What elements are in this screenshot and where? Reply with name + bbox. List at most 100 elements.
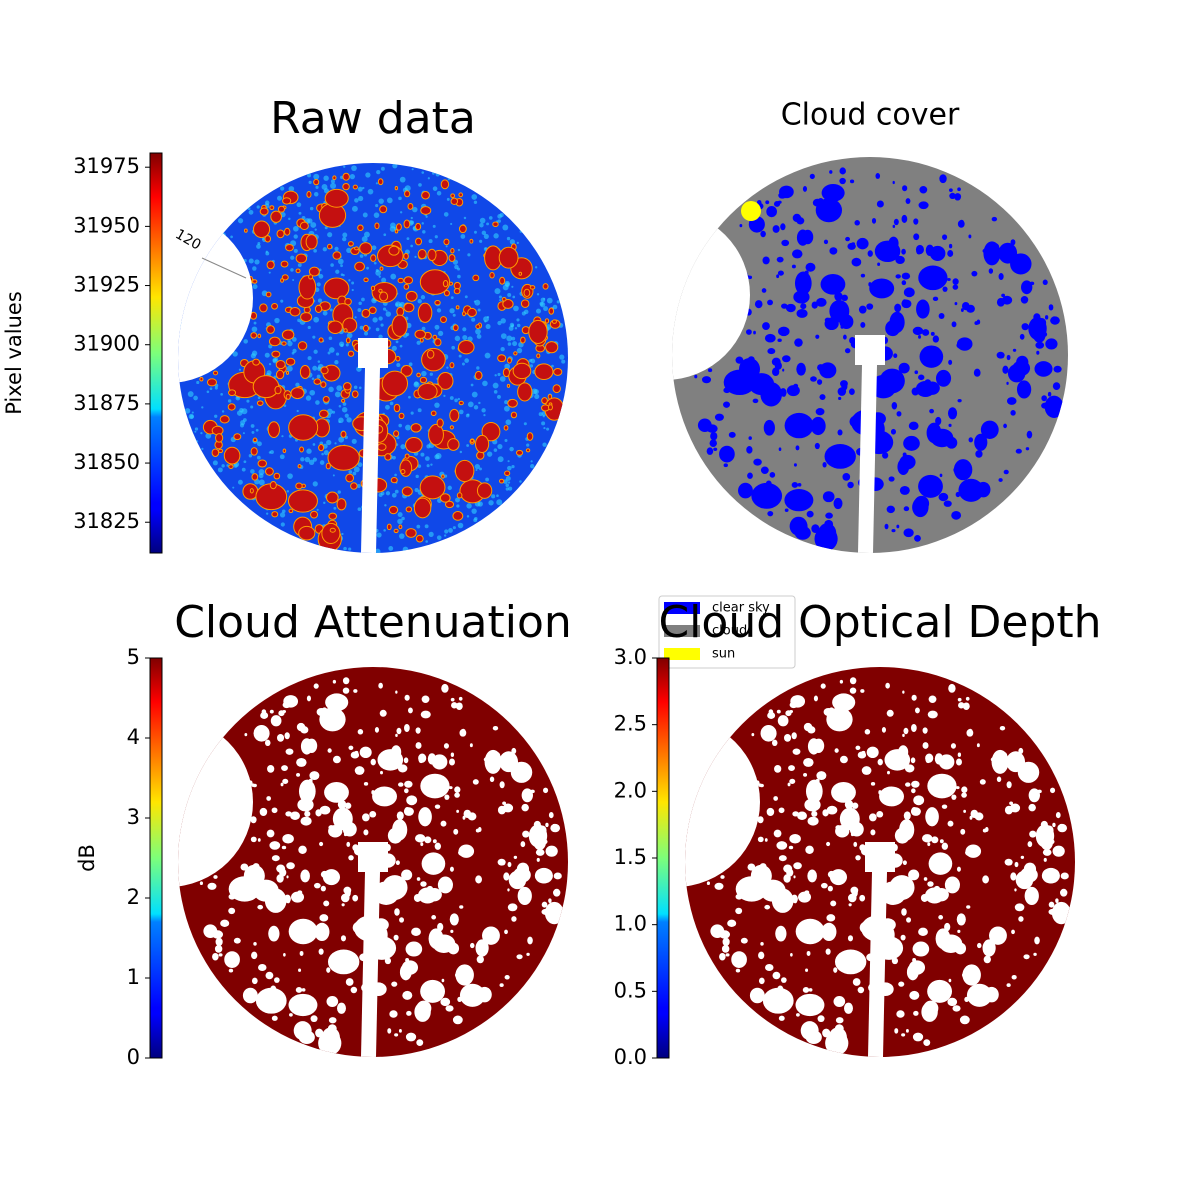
speckle bbox=[481, 408, 486, 413]
blob bbox=[934, 753, 944, 765]
speckle bbox=[536, 293, 540, 296]
blob bbox=[499, 478, 505, 484]
blob bbox=[395, 690, 398, 694]
blob bbox=[853, 841, 858, 847]
sky-image bbox=[672, 157, 1068, 553]
speckle bbox=[470, 383, 474, 387]
speckle bbox=[340, 343, 344, 348]
blob bbox=[759, 783, 764, 788]
blob bbox=[956, 337, 973, 351]
blob bbox=[731, 951, 747, 968]
speckle bbox=[293, 225, 299, 232]
blob bbox=[876, 200, 884, 208]
blob bbox=[1028, 803, 1036, 812]
speckle bbox=[422, 230, 426, 234]
blob bbox=[848, 903, 852, 907]
blob bbox=[545, 845, 558, 857]
speckle bbox=[496, 494, 499, 498]
speckle bbox=[248, 258, 254, 264]
blob bbox=[751, 732, 755, 737]
blob bbox=[951, 794, 957, 800]
blob bbox=[325, 693, 349, 712]
blob bbox=[276, 229, 285, 239]
blob bbox=[764, 838, 768, 842]
blob bbox=[379, 266, 384, 271]
blob bbox=[1055, 898, 1059, 903]
speckle bbox=[457, 274, 461, 279]
blob bbox=[922, 329, 930, 336]
blob bbox=[930, 331, 935, 336]
blob bbox=[416, 877, 421, 881]
blob bbox=[810, 416, 826, 436]
blob bbox=[276, 874, 284, 883]
speckle bbox=[237, 218, 244, 224]
blob bbox=[453, 287, 461, 295]
blob bbox=[757, 992, 761, 997]
blob bbox=[401, 869, 413, 881]
blob bbox=[250, 836, 257, 843]
blob bbox=[342, 677, 350, 685]
blob bbox=[918, 374, 925, 381]
speckle bbox=[304, 456, 311, 463]
blob bbox=[925, 244, 934, 256]
blob bbox=[1034, 936, 1040, 945]
colorbar bbox=[149, 657, 163, 1059]
colorbar-tick-label: 31950 bbox=[73, 213, 140, 237]
mask-center bbox=[358, 338, 388, 368]
speckle bbox=[336, 385, 343, 391]
blob bbox=[351, 390, 359, 398]
blob bbox=[548, 307, 555, 315]
blob bbox=[966, 729, 974, 737]
blob bbox=[320, 366, 329, 375]
blob bbox=[772, 971, 781, 980]
blob bbox=[939, 839, 944, 844]
blob bbox=[748, 373, 775, 396]
blob bbox=[855, 855, 861, 861]
speckle bbox=[196, 440, 199, 443]
blob bbox=[774, 764, 782, 773]
blob bbox=[879, 368, 905, 394]
blob bbox=[378, 682, 383, 689]
speckle bbox=[414, 488, 419, 493]
speckle bbox=[251, 326, 258, 333]
blob bbox=[1029, 830, 1037, 838]
azimuth-line bbox=[201, 257, 247, 279]
speckle bbox=[343, 546, 347, 551]
blob bbox=[826, 527, 832, 532]
blob bbox=[411, 927, 421, 937]
blob bbox=[288, 414, 319, 441]
blob bbox=[548, 898, 552, 903]
blob bbox=[386, 523, 392, 531]
blob bbox=[452, 1015, 463, 1025]
blob bbox=[268, 925, 280, 942]
blob bbox=[975, 450, 983, 458]
blob bbox=[962, 964, 981, 986]
blob bbox=[832, 693, 856, 712]
blob bbox=[242, 987, 258, 1004]
blob bbox=[332, 175, 337, 181]
speckle bbox=[450, 222, 453, 226]
blob bbox=[424, 836, 432, 844]
speckle bbox=[427, 177, 430, 180]
speckle bbox=[475, 328, 481, 335]
speckle bbox=[309, 389, 316, 396]
speckle bbox=[324, 226, 328, 230]
blob bbox=[281, 274, 289, 281]
speckle bbox=[312, 481, 318, 487]
speckle bbox=[256, 455, 261, 460]
speckle bbox=[230, 235, 233, 239]
speckle bbox=[342, 232, 348, 238]
blob bbox=[341, 903, 345, 907]
speckle bbox=[400, 444, 406, 450]
blob bbox=[337, 799, 347, 809]
speckle bbox=[351, 288, 354, 292]
blob bbox=[1016, 380, 1032, 399]
blob bbox=[415, 727, 421, 734]
blob bbox=[722, 937, 730, 947]
blob bbox=[395, 223, 402, 231]
blob bbox=[296, 757, 307, 767]
speckle bbox=[247, 207, 251, 211]
blob bbox=[535, 848, 545, 856]
blob bbox=[499, 751, 519, 773]
